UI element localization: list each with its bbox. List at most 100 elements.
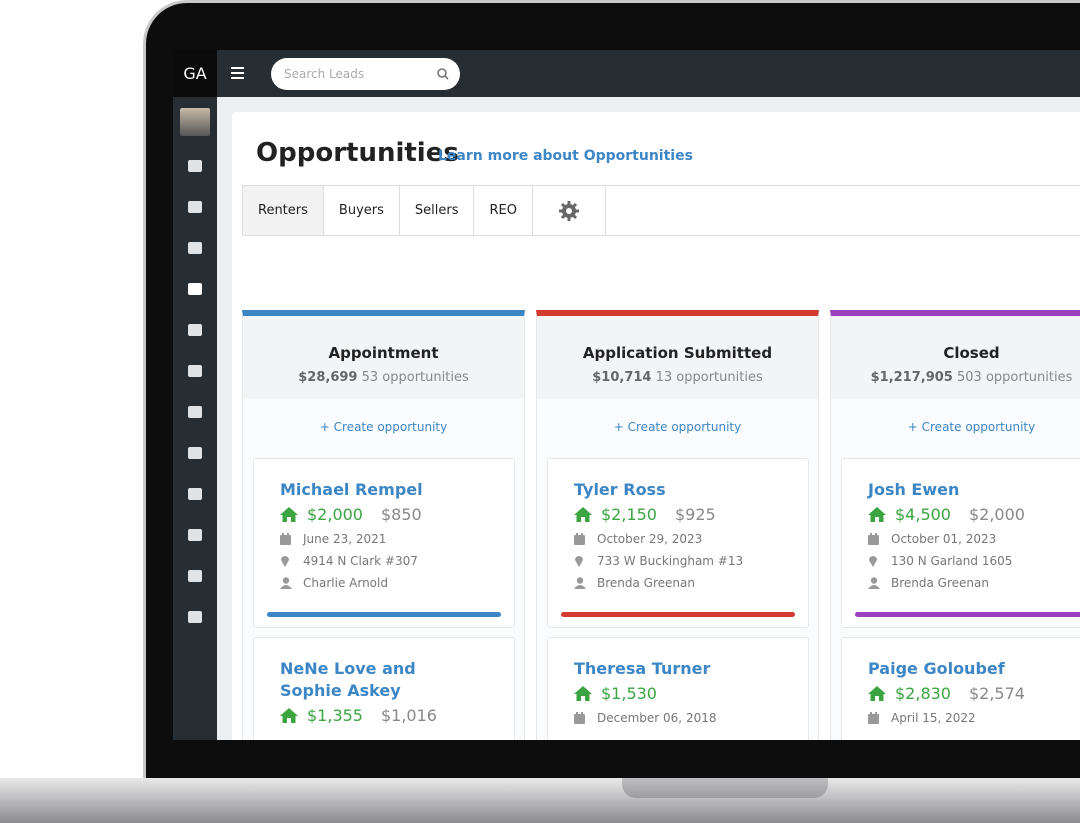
sidebar-icon[interactable] bbox=[188, 201, 202, 213]
pipeline-column: Application Submitted $10,714 13 opportun… bbox=[536, 310, 819, 740]
opportunity-card[interactable]: Michael Rempel $2,000 $850 June 23, 2021 491… bbox=[253, 458, 515, 628]
lead-name[interactable]: Tyler Ross bbox=[574, 480, 666, 499]
secondary-amount: $2,574 bbox=[968, 684, 1025, 703]
sidebar-icon[interactable] bbox=[188, 611, 202, 623]
amounts: $1,530 bbox=[574, 684, 808, 703]
amounts: $4,500 $2,000 bbox=[868, 505, 1080, 524]
laptop-notch bbox=[622, 778, 828, 798]
date-icon bbox=[868, 712, 879, 724]
column-header: Application Submitted $10,714 13 opportun… bbox=[537, 316, 818, 399]
address-row: 4914 N Clark #307 bbox=[280, 554, 514, 568]
date-icon bbox=[574, 533, 585, 545]
sidebar-icon[interactable] bbox=[188, 242, 202, 254]
opportunity-card[interactable]: Josh Ewen $4,500 $2,000 October 01, 2023 130… bbox=[841, 458, 1080, 628]
agent-row: Charlie Arnold bbox=[280, 576, 514, 590]
column-title: Appointment bbox=[328, 344, 439, 362]
date: October 01, 2023 bbox=[891, 532, 997, 546]
lead-name[interactable]: NeNe Love and Sophie Askey bbox=[280, 659, 416, 700]
date: December 06, 2018 bbox=[597, 711, 717, 725]
sidebar-icon[interactable] bbox=[188, 406, 202, 418]
column-count: 503 opportunities bbox=[957, 370, 1073, 385]
search-box[interactable]: Search Leads bbox=[271, 58, 460, 90]
lead-name[interactable]: Michael Rempel bbox=[280, 480, 423, 499]
gear-icon bbox=[558, 200, 579, 221]
amounts: $2,150 $925 bbox=[574, 505, 808, 524]
date-row: June 23, 2021 bbox=[280, 532, 514, 546]
menu-icon[interactable] bbox=[231, 67, 245, 79]
pipeline-column: Closed $1,217,905 503 opportunities + Crea… bbox=[830, 310, 1080, 740]
secondary-amount: $1,016 bbox=[380, 706, 437, 725]
agent-row: Brenda Greenan bbox=[868, 576, 1080, 590]
sidebar-icon[interactable] bbox=[188, 160, 202, 172]
address: 4914 N Clark #307 bbox=[303, 554, 418, 568]
page-title: Opportunities bbox=[256, 138, 459, 168]
column-total: $28,699 bbox=[298, 370, 358, 385]
amounts: $2,000 $850 bbox=[280, 505, 514, 524]
house-icon bbox=[574, 507, 592, 522]
lead-name[interactable]: Paige Goloubef bbox=[868, 659, 1005, 678]
logo[interactable]: GA bbox=[173, 50, 217, 97]
opportunity-card[interactable]: NeNe Love and Sophie Askey $1,355 $1,016 bbox=[253, 637, 515, 740]
secondary-amount: $850 bbox=[380, 505, 422, 524]
card-status-bar bbox=[855, 612, 1080, 617]
tab[interactable]: REO bbox=[474, 186, 533, 235]
secondary-amount: $925 bbox=[674, 505, 716, 524]
house-icon bbox=[280, 708, 298, 723]
tab[interactable]: Renters bbox=[243, 186, 324, 235]
tab[interactable]: Buyers bbox=[324, 186, 400, 235]
amount: $1,530 bbox=[601, 684, 657, 703]
sidebar-icon[interactable] bbox=[188, 283, 202, 295]
house-icon bbox=[868, 507, 886, 522]
sidebar-icon[interactable] bbox=[188, 324, 202, 336]
sidebar-icon[interactable] bbox=[188, 488, 202, 500]
topbar: Search Leads bbox=[217, 50, 1080, 97]
date-row: December 06, 2018 bbox=[574, 711, 808, 725]
tabs: Renters Buyers Sellers REO bbox=[242, 185, 1080, 236]
lead-name[interactable]: Josh Ewen bbox=[868, 480, 960, 499]
laptop-base bbox=[0, 778, 1080, 823]
learn-more-link[interactable]: Learn more about Opportunities bbox=[438, 148, 693, 164]
content-panel: Opportunities Learn more about Opportuni… bbox=[232, 112, 1080, 740]
amount: $2,000 bbox=[307, 505, 363, 524]
address-row: 733 W Buckingham #13 bbox=[574, 554, 808, 568]
address-icon bbox=[869, 556, 877, 567]
sidebar-icon[interactable] bbox=[188, 447, 202, 459]
column-header: Appointment $28,699 53 opportunities bbox=[243, 316, 524, 399]
lead-name[interactable]: Theresa Turner bbox=[574, 659, 711, 678]
date-icon bbox=[574, 712, 585, 724]
date-row: October 29, 2023 bbox=[574, 532, 808, 546]
opportunity-card[interactable]: Paige Goloubef $2,830 $2,574 April 15, 2022 bbox=[841, 637, 1080, 740]
sidebar-icon[interactable] bbox=[188, 529, 202, 541]
column-title: Application Submitted bbox=[582, 344, 773, 362]
agent-icon bbox=[868, 577, 880, 589]
agent-row: Brenda Greenan bbox=[574, 576, 808, 590]
address: 130 N Garland 1605 bbox=[891, 554, 1013, 568]
pipeline-column: Appointment $28,699 53 opportunities + Cre… bbox=[242, 310, 525, 740]
column-summary: $28,699 53 opportunities bbox=[243, 370, 524, 385]
create-opportunity[interactable]: + Create opportunity bbox=[319, 420, 448, 434]
create-opportunity[interactable]: + Create opportunity bbox=[907, 420, 1036, 434]
screen: GA Search Leads Opportunities Learn more… bbox=[173, 50, 1080, 740]
column-count: 13 opportunities bbox=[655, 370, 763, 385]
avatar bbox=[180, 108, 210, 136]
sidebar-icon[interactable] bbox=[188, 365, 202, 377]
create-opportunity[interactable]: + Create opportunity bbox=[613, 420, 742, 434]
amounts: $1,355 $1,016 bbox=[280, 706, 514, 725]
tab[interactable]: Sellers bbox=[400, 186, 475, 235]
opportunity-card[interactable]: Tyler Ross $2,150 $925 October 29, 2023 733 … bbox=[547, 458, 809, 628]
amounts: $2,830 $2,574 bbox=[868, 684, 1080, 703]
date-row: April 15, 2022 bbox=[868, 711, 1080, 725]
opportunity-card[interactable]: Theresa Turner $1,530 December 06, 2018 bbox=[547, 637, 809, 740]
sidebar-icon[interactable] bbox=[188, 570, 202, 582]
secondary-amount: $2,000 bbox=[968, 505, 1025, 524]
house-icon bbox=[868, 686, 886, 701]
column-header: Closed $1,217,905 503 opportunities bbox=[831, 316, 1080, 399]
agent: Charlie Arnold bbox=[303, 576, 388, 590]
settings-tab[interactable] bbox=[533, 186, 606, 235]
address-icon bbox=[575, 556, 583, 567]
sidebar bbox=[173, 50, 217, 740]
date: October 29, 2023 bbox=[597, 532, 703, 546]
agent: Brenda Greenan bbox=[891, 576, 989, 590]
search-placeholder: Search Leads bbox=[284, 67, 365, 81]
